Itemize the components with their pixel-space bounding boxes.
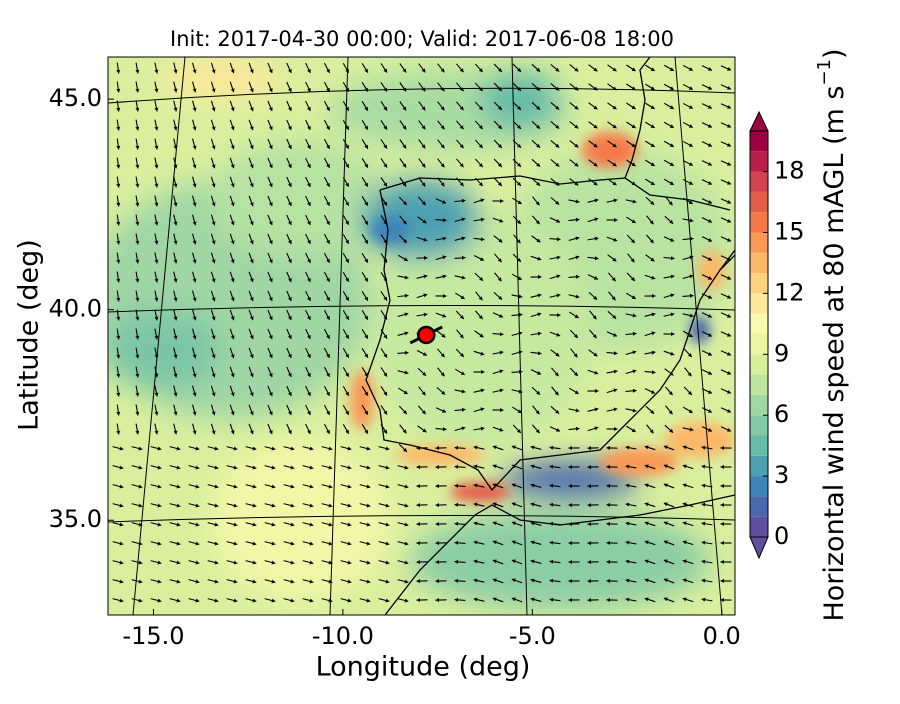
colorbar-tick-label: 3 — [774, 461, 789, 489]
colorbar-band — [750, 131, 768, 151]
colorbar-band — [750, 151, 768, 171]
colorbar-band — [750, 314, 768, 334]
colorbar-tick-label: 0 — [774, 522, 789, 550]
y-tick-label: 45.0 — [49, 84, 102, 112]
site-marker — [418, 327, 434, 343]
colorbar-band — [750, 375, 768, 395]
y-tick-label: 40.0 — [49, 295, 102, 323]
colorbar-band — [750, 436, 768, 456]
x-axis-label: Longitude (deg) — [316, 652, 531, 683]
colorbar-band — [750, 192, 768, 212]
colorbar-tick-label: 6 — [774, 400, 789, 428]
colorbar-band — [750, 293, 768, 313]
colorbar-band — [750, 172, 768, 192]
colorbar-band — [750, 456, 768, 476]
colorbar-tick-label: 9 — [774, 339, 789, 367]
y-tick-label: 35.0 — [49, 505, 102, 533]
colorbar-label-close: ) — [819, 48, 850, 59]
y-axis-label: Latitude (deg) — [14, 239, 45, 431]
colorbar-band — [750, 476, 768, 496]
chart-title: Init: 2017-04-30 00:00; Valid: 2017-06-0… — [170, 27, 674, 51]
colorbar-band — [750, 517, 768, 537]
colorbar-band — [750, 253, 768, 273]
x-tick-label: -10.0 — [312, 622, 374, 650]
colorbar-band — [750, 354, 768, 374]
colorbar-label-exponent: −1 — [814, 59, 835, 86]
colorbar-extend-low — [750, 537, 768, 558]
x-tick-label: -15.0 — [122, 622, 184, 650]
colorbar-tick-label: 15 — [774, 218, 805, 246]
colorbar-band — [750, 212, 768, 232]
wind-field — [90, 57, 740, 615]
colorbar-tick-label: 18 — [774, 157, 805, 185]
colorbar-band — [750, 395, 768, 415]
colorbar: 0 3 6 9 12 15 18 — [750, 112, 805, 558]
colorbar-tick-label: 12 — [774, 278, 805, 306]
colorbar-label-main: Horizontal wind speed at 80 mAGL (m s — [819, 86, 850, 622]
colorbar-band — [750, 415, 768, 435]
colorbar-band — [750, 233, 768, 253]
colorbar-extend-high — [750, 112, 768, 131]
colorbar-band — [750, 496, 768, 516]
x-tick-label: -5.0 — [509, 622, 556, 650]
colorbar-label: Horizontal wind speed at 80 mAGL (m s−1) — [814, 48, 850, 621]
colorbar-band — [750, 334, 768, 354]
colorbar-band — [750, 273, 768, 293]
x-tick-label: 0.0 — [703, 622, 741, 650]
